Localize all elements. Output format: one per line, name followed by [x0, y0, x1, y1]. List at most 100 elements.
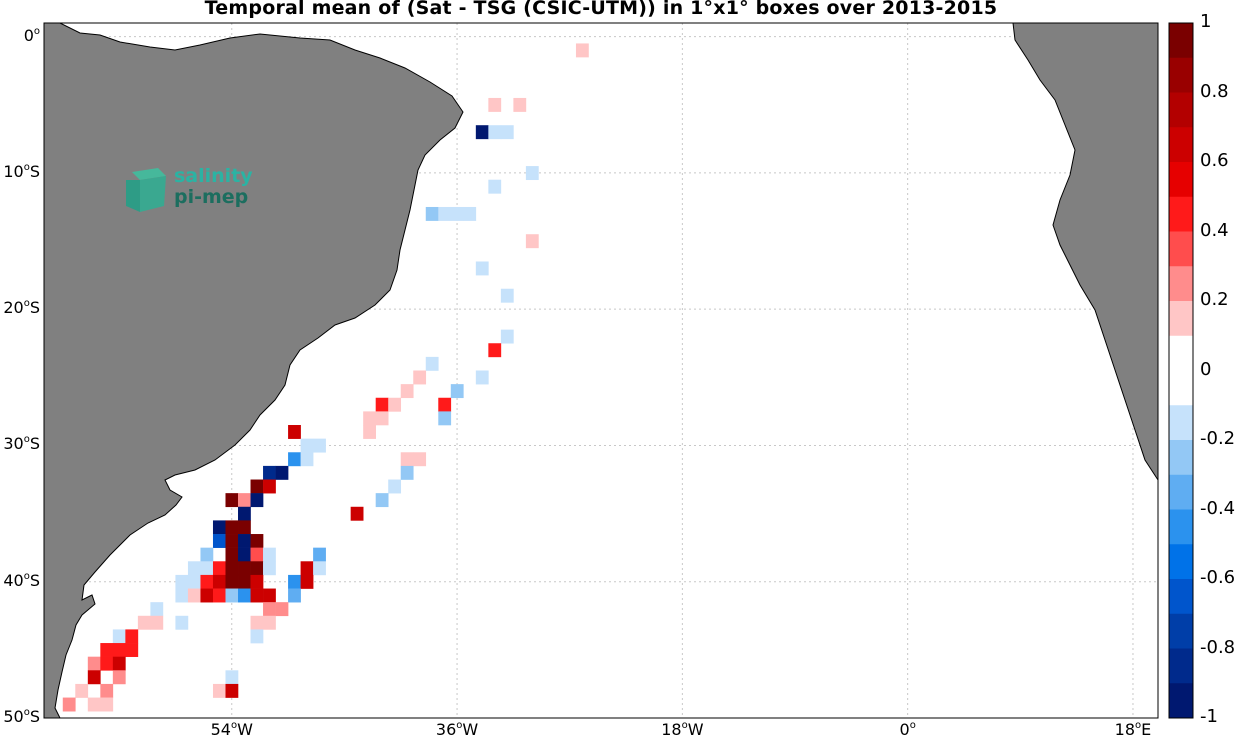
salinity-pi-mep-logo: salinity pi-mep [124, 165, 254, 214]
colorbar-swatch [1169, 92, 1193, 128]
data-cell [212, 683, 226, 698]
colorbar-swatch [1169, 509, 1193, 545]
data-cell [200, 547, 214, 562]
tick-degree: 20 [3, 298, 24, 318]
data-cell [525, 234, 539, 249]
degree-symbol: o [909, 720, 916, 731]
data-cell [438, 397, 452, 412]
colorbar-tick-label: 0 [1200, 358, 1212, 380]
data-cell [300, 561, 314, 576]
data-cell [112, 643, 126, 657]
data-cell [225, 520, 239, 535]
data-cell [500, 125, 514, 140]
colorbar-tick-label: 0.6 [1200, 150, 1229, 171]
data-cell [475, 370, 489, 385]
colorbar-swatch [1169, 231, 1193, 267]
tick-hemisphere: S [29, 707, 40, 726]
data-cell [200, 561, 214, 576]
data-cell [413, 370, 427, 385]
data-cell [575, 43, 589, 58]
data-cell [238, 534, 251, 548]
latitude-tick-label: 0o [0, 26, 40, 45]
data-cell [225, 670, 239, 685]
data-cell [125, 629, 139, 644]
data-cell [187, 574, 201, 589]
colorbar-frame [1168, 22, 1194, 719]
data-cell [450, 384, 464, 399]
colorbar-swatch [1169, 474, 1193, 510]
data-cell [250, 615, 264, 630]
colorbar-tick-label: -1 [1200, 706, 1218, 727]
colorbar-swatch [1169, 162, 1193, 198]
data-cell [212, 534, 226, 548]
data-cell [425, 356, 439, 371]
data-cell [238, 547, 251, 562]
data-cell [225, 574, 239, 589]
degree-symbol: o [33, 25, 40, 37]
latitude-tick-label: 40oS [0, 571, 40, 590]
colorbar [1168, 22, 1194, 719]
data-cell [200, 574, 214, 589]
tick-hemisphere: S [29, 298, 40, 318]
data-cell [112, 629, 126, 644]
data-cell [400, 452, 414, 467]
data-cell [363, 425, 376, 439]
colorbar-swatch [1169, 127, 1193, 163]
data-cell [212, 588, 226, 603]
colorbar-tick-label: 0.4 [1200, 219, 1229, 241]
colorbar-swatch [1169, 405, 1193, 441]
data-cell [112, 656, 126, 671]
data-cell [87, 697, 101, 712]
data-cell [363, 411, 376, 426]
longitude-tick-label: 18oE [1093, 720, 1173, 739]
data-cell [463, 206, 477, 221]
tick-degree: 18 [661, 720, 682, 739]
data-cell [238, 520, 251, 535]
tick-degree: 30 [3, 434, 24, 454]
data-cell [438, 206, 452, 221]
data-cell [375, 493, 389, 508]
data-cell [275, 465, 289, 480]
data-cell [200, 588, 214, 603]
colorbar-tick-label: -0.2 [1200, 428, 1236, 449]
data-cell [388, 479, 402, 494]
colorbar-swatch [1169, 23, 1193, 59]
logo-cube-icon [126, 168, 166, 212]
data-cell [375, 397, 389, 412]
degree-symbol: o [1135, 720, 1142, 731]
data-cell [263, 602, 276, 617]
data-cell [300, 574, 314, 589]
colorbar-swatch [1169, 683, 1193, 719]
data-cell [250, 588, 264, 603]
latitude-tick-label: 30oS [0, 434, 40, 453]
data-cell [87, 656, 101, 671]
data-cell [413, 452, 427, 467]
data-cell [238, 574, 251, 589]
data-cell [250, 561, 264, 576]
tick-hemisphere: S [29, 434, 40, 454]
tick-hemisphere: W [462, 720, 479, 739]
data-cell [300, 452, 314, 467]
colorbar-swatch [1169, 440, 1193, 476]
data-cell [263, 615, 276, 630]
tick-hemisphere: W [687, 720, 704, 739]
chart-title: Temporal mean of (Sat - TSG (CSIC-UTM)) … [204, 0, 998, 19]
tick-hemisphere: S [29, 570, 40, 590]
longitude-tick-label: 54oW [192, 720, 272, 739]
data-cell [250, 479, 264, 494]
data-cell [150, 602, 164, 617]
logo-text-pi-mep: pi-mep [174, 186, 249, 208]
colorbar-swatch [1169, 648, 1193, 684]
data-cell [137, 615, 151, 630]
data-cell [388, 397, 402, 412]
colorbar-swatch [1169, 266, 1193, 302]
colorbar-tick-label: -0.6 [1200, 567, 1236, 588]
data-cell [313, 547, 326, 562]
data-cell [225, 683, 239, 698]
data-cell [300, 438, 314, 453]
colorbar-swatch [1169, 613, 1193, 649]
tick-hemisphere: W [237, 720, 253, 739]
degree-symbol: o [23, 707, 30, 718]
data-cell [400, 465, 414, 480]
